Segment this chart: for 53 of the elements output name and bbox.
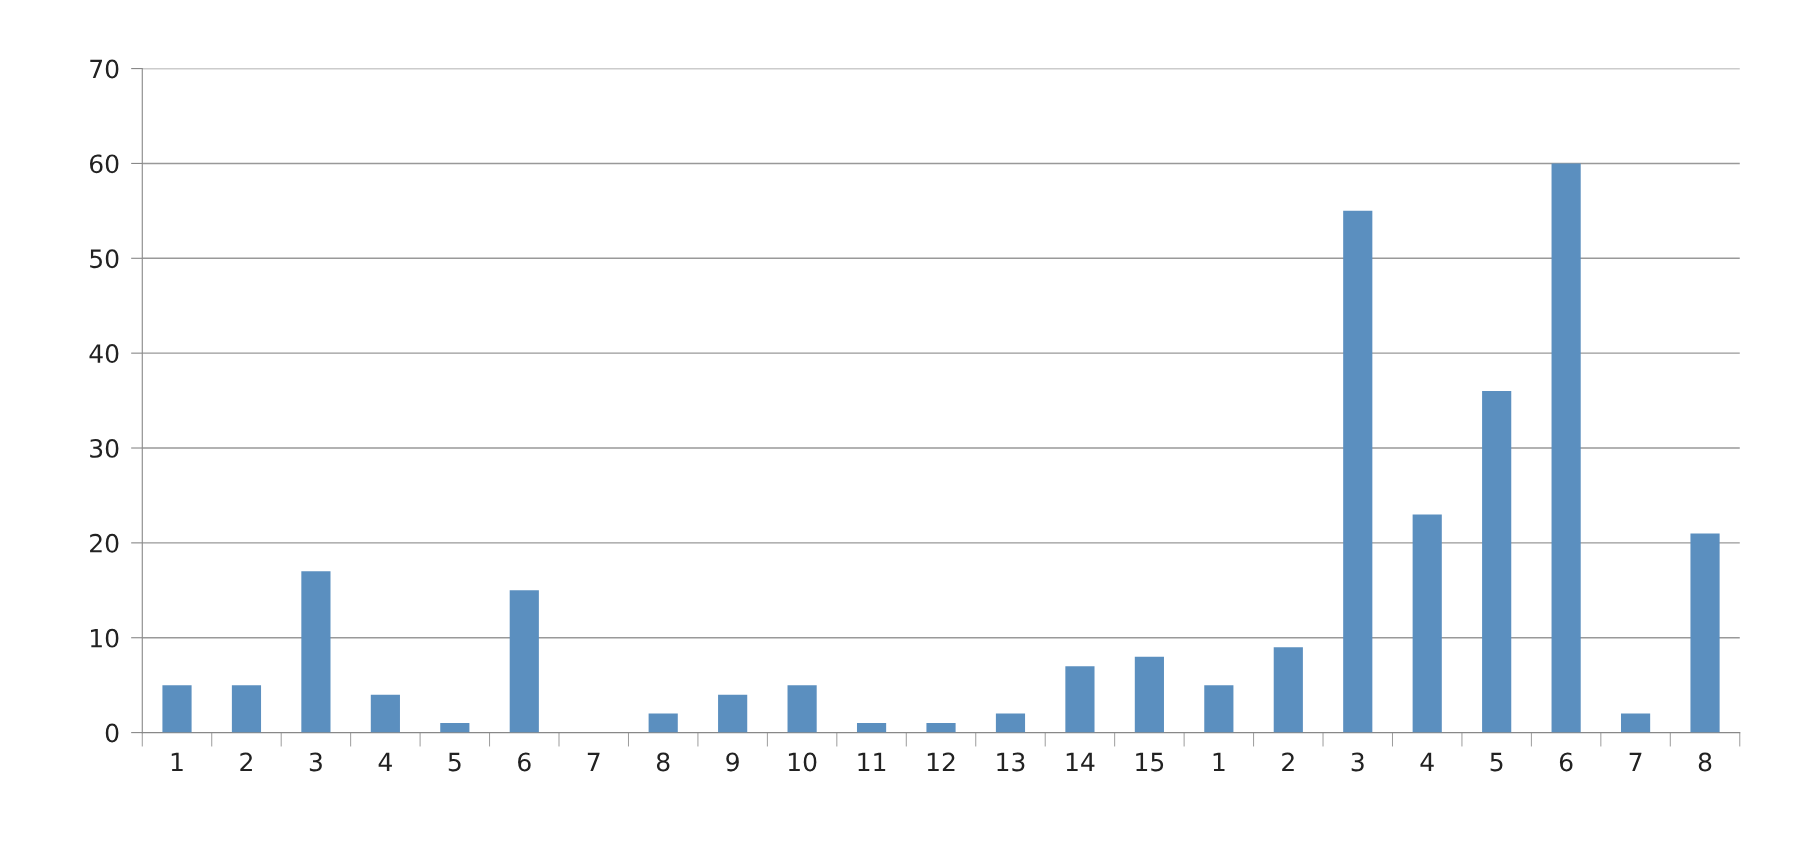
y-tick-label: 30 xyxy=(90,438,119,458)
bar xyxy=(718,694,748,733)
x-tick-label: 11 xyxy=(858,752,886,772)
x-tick-label: 3 xyxy=(1351,752,1364,772)
x-tick-label: 15 xyxy=(1136,752,1164,772)
x-tick-label: 4 xyxy=(378,752,392,772)
x-tick-label: 7 xyxy=(1629,752,1642,772)
bar xyxy=(231,685,262,733)
x-tick-label: 8 xyxy=(1698,752,1712,772)
y-tick-label: 0 xyxy=(105,723,119,743)
x-tick-label: 7 xyxy=(587,752,600,772)
y-tick-label: 60 xyxy=(89,154,119,174)
bar xyxy=(440,723,470,733)
x-tick-label: 5 xyxy=(1490,752,1503,772)
x-tick-label: 14 xyxy=(1066,752,1095,772)
bar xyxy=(1273,647,1303,733)
x-tick-label: 3 xyxy=(309,752,322,772)
bar xyxy=(1065,666,1095,733)
bar xyxy=(995,713,1026,733)
bar xyxy=(1551,163,1581,733)
bar xyxy=(856,723,887,733)
bar xyxy=(509,590,539,733)
bar xyxy=(1482,391,1512,733)
bar xyxy=(1690,533,1720,733)
x-tick-label: 4 xyxy=(1420,752,1434,772)
x-tick-label: 12 xyxy=(927,752,955,772)
x-tick-label: 5 xyxy=(448,752,461,772)
bar xyxy=(1343,210,1373,733)
bar xyxy=(926,723,956,733)
y-tick-label: 70 xyxy=(90,59,119,79)
bar xyxy=(1412,514,1442,733)
y-tick-label: 20 xyxy=(90,533,119,553)
y-tick-label: 50 xyxy=(90,249,119,269)
x-tick-label: 6 xyxy=(518,752,531,772)
bar xyxy=(787,685,817,733)
x-tick-label: 13 xyxy=(997,752,1025,772)
x-tick-label: 8 xyxy=(656,752,670,772)
x-tick-label: 1 xyxy=(1213,752,1225,772)
bar xyxy=(1134,656,1164,733)
bar xyxy=(162,685,192,733)
x-tick-label: 10 xyxy=(788,752,817,772)
bar xyxy=(1204,685,1234,733)
y-tick-label: 40 xyxy=(89,344,119,364)
bar xyxy=(370,694,400,733)
bar xyxy=(648,713,678,733)
x-tick-label: 9 xyxy=(726,752,739,772)
x-tick-label: 2 xyxy=(240,752,252,772)
bar xyxy=(301,571,331,733)
y-tick-label: 10 xyxy=(90,628,119,648)
x-tick-label: 6 xyxy=(1559,752,1573,772)
x-tick-label: 2 xyxy=(1282,752,1294,772)
bar xyxy=(1621,713,1651,733)
x-tick-label: 1 xyxy=(171,752,183,772)
